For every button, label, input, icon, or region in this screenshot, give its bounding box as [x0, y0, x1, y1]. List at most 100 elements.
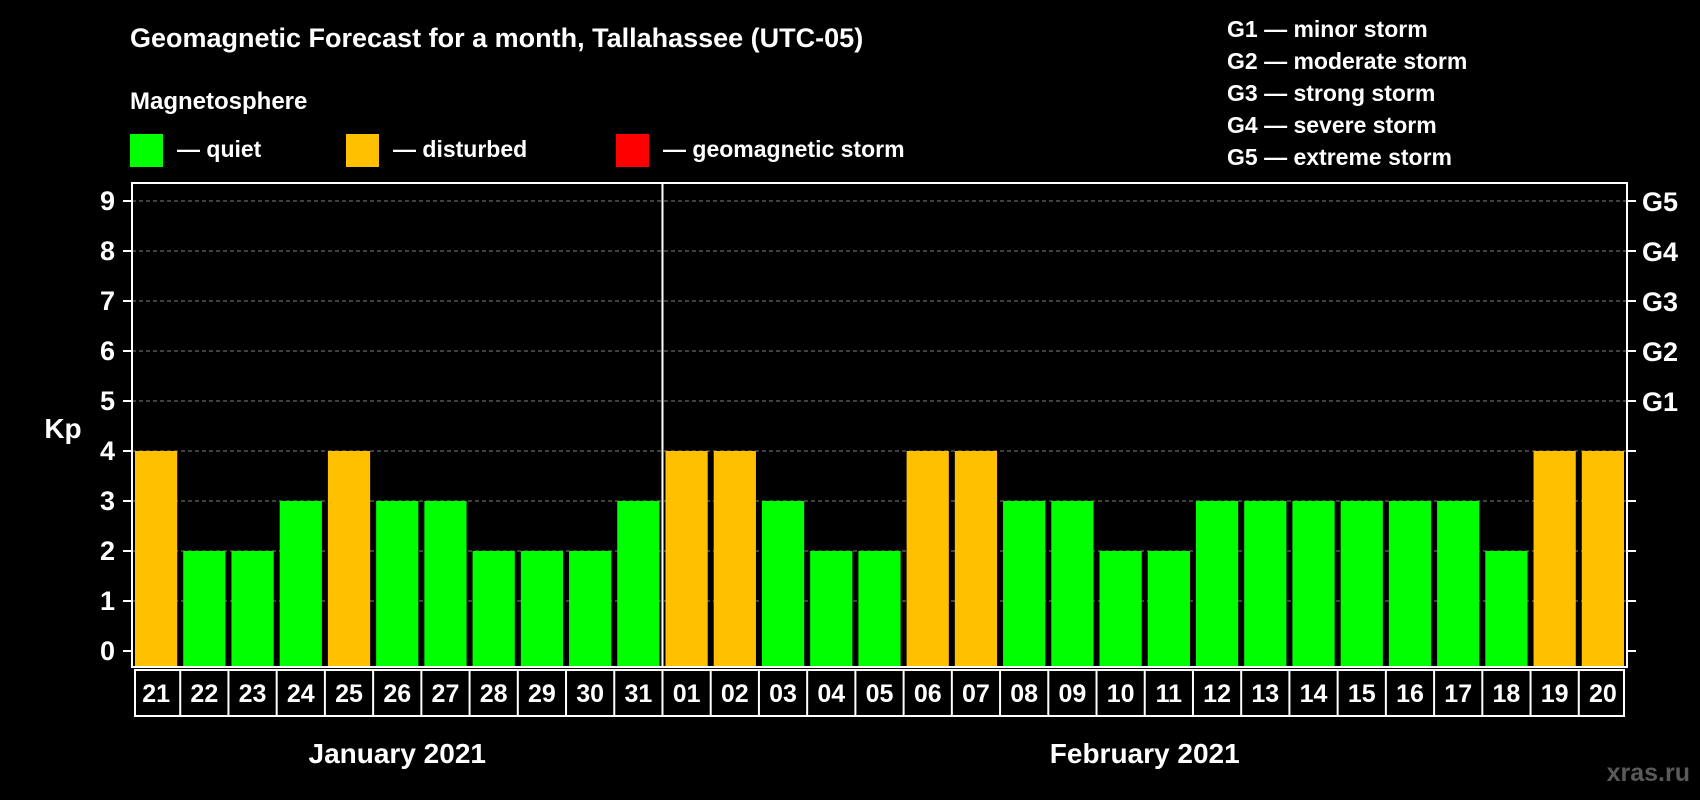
kp-bar-13: [1244, 501, 1287, 667]
x-tick-label: 15: [1348, 680, 1376, 708]
x-tick-label: 10: [1107, 680, 1135, 708]
kp-bar-19: [1533, 451, 1576, 667]
x-tick-label: 05: [866, 680, 894, 708]
kp-bar-16: [1388, 501, 1432, 667]
month-label: February 2021: [1050, 738, 1240, 769]
x-tick-label: 23: [239, 680, 267, 708]
kp-bar-02: [713, 451, 756, 667]
x-tick-label: 16: [1396, 680, 1424, 708]
storm-legend-g4: G4 — severe storm: [1227, 112, 1437, 138]
x-tick-label: 26: [383, 680, 411, 708]
storm-scale-legend: G1 — minor storm G2 — moderate storm G3 …: [1227, 16, 1467, 170]
chart-title: Geomagnetic Forecast for a month, Tallah…: [130, 23, 863, 53]
storm-legend-g1: G1 — minor storm: [1227, 16, 1428, 42]
x-tick-label: 07: [962, 680, 990, 708]
x-tick-label: 01: [673, 680, 701, 708]
y-tick-label: 7: [100, 286, 115, 316]
x-tick-label: 06: [914, 680, 942, 708]
x-tick-label: 03: [769, 680, 797, 708]
x-tick-label: 29: [528, 680, 556, 708]
x-tick-label: 31: [624, 680, 652, 708]
x-tick-label: 19: [1541, 680, 1569, 708]
kp-bar-24: [279, 501, 322, 667]
month-labels: January 2021 February 2021: [309, 738, 1240, 769]
legend: — quiet — disturbed — geomagnetic storm: [130, 134, 905, 167]
x-tick-label: 24: [287, 680, 315, 708]
y-tick-label: 1: [100, 586, 115, 616]
legend-label-quiet: — quiet: [177, 136, 262, 162]
x-axis-date-cells: 21 22 23 24 25 26 27 28 29 30 31 01 02 03 04 05 06 07 08 09…: [134, 669, 1625, 717]
x-tick-label: 11: [1156, 680, 1183, 708]
plot-border: [131, 182, 1628, 668]
kp-bar-29: [520, 551, 564, 667]
kp-bar-30: [569, 551, 612, 667]
legend-swatch-quiet: [130, 134, 163, 167]
storm-legend-g3: G3 — strong storm: [1227, 80, 1435, 106]
x-tick-label: 17: [1444, 680, 1472, 708]
x-tick-label: 12: [1203, 680, 1231, 708]
kp-bar-09: [1051, 501, 1094, 667]
kp-bar-20: [1581, 451, 1624, 667]
x-tick-label: 14: [1300, 680, 1328, 708]
kp-bar-03: [761, 501, 805, 667]
kp-bar-01: [665, 451, 708, 667]
legend-label-disturbed: — disturbed: [393, 136, 527, 162]
kp-bar-31: [617, 501, 660, 667]
x-tick-label: 18: [1493, 680, 1521, 708]
watermark: xras.ru: [1607, 759, 1690, 787]
y-tick-label: 0: [100, 636, 115, 666]
kp-bar-10: [1099, 551, 1142, 667]
kp-bar-21: [135, 451, 178, 667]
y-tick-label: 2: [100, 536, 115, 566]
kp-bar-05: [858, 551, 901, 667]
legend-swatch-disturbed: [346, 134, 379, 167]
storm-level-label: G5: [1642, 187, 1678, 217]
month-label: January 2021: [309, 738, 486, 769]
x-tick-label: 25: [335, 680, 363, 708]
kp-bar-28: [472, 551, 515, 667]
y-tick-label: 9: [100, 186, 115, 216]
kp-bar-06: [906, 451, 949, 667]
date-row-border: [134, 669, 1625, 717]
kp-bar-04: [810, 551, 853, 667]
x-tick-label: 28: [480, 680, 508, 708]
kp-bar-14: [1292, 501, 1335, 667]
storm-legend-g5: G5 — extreme storm: [1227, 144, 1452, 170]
kp-bar-26: [376, 501, 419, 667]
kp-bar-23: [231, 551, 274, 667]
kp-bar-22: [183, 551, 226, 667]
y-tick-label: 4: [100, 436, 115, 466]
plot-frame: [131, 182, 1628, 668]
kp-bar-15: [1340, 501, 1383, 667]
y-tick-label: 8: [100, 236, 115, 266]
x-tick-label: 09: [1058, 680, 1086, 708]
y-tick-label: 5: [100, 386, 115, 416]
x-tick-label: 22: [190, 680, 218, 708]
storm-legend-g2: G2 — moderate storm: [1227, 48, 1467, 74]
storm-level-label: G2: [1642, 337, 1678, 367]
x-tick-label: 13: [1251, 680, 1279, 708]
legend-title: Magnetosphere: [130, 88, 307, 115]
x-tick-label: 21: [142, 680, 170, 708]
y-axis-label: Kp: [44, 413, 81, 444]
kp-bar-07: [954, 451, 998, 667]
y-tick-label: 6: [100, 336, 115, 366]
kp-bar-11: [1147, 551, 1190, 667]
storm-level-label: G1: [1642, 387, 1678, 417]
x-tick-label: 27: [432, 680, 460, 708]
bars: [135, 451, 1624, 667]
kp-bar-18: [1485, 551, 1528, 667]
storm-level-label: G3: [1642, 287, 1678, 317]
x-tick-label: 04: [817, 680, 845, 708]
legend-label-storm: — geomagnetic storm: [663, 136, 905, 162]
kp-bar-08: [1003, 501, 1046, 667]
storm-level-ticks: G1 G2 G3 G4 G5: [1627, 187, 1678, 652]
y-axis-ticks: 0 1 2 3 4 5 6 7 8 9: [100, 186, 132, 666]
x-tick-label: 02: [721, 680, 749, 708]
legend-swatch-storm: [616, 134, 649, 167]
y-tick-label: 3: [100, 486, 115, 516]
x-tick-label: 08: [1010, 680, 1038, 708]
kp-bar-12: [1195, 501, 1239, 667]
storm-level-label: G4: [1642, 237, 1678, 267]
